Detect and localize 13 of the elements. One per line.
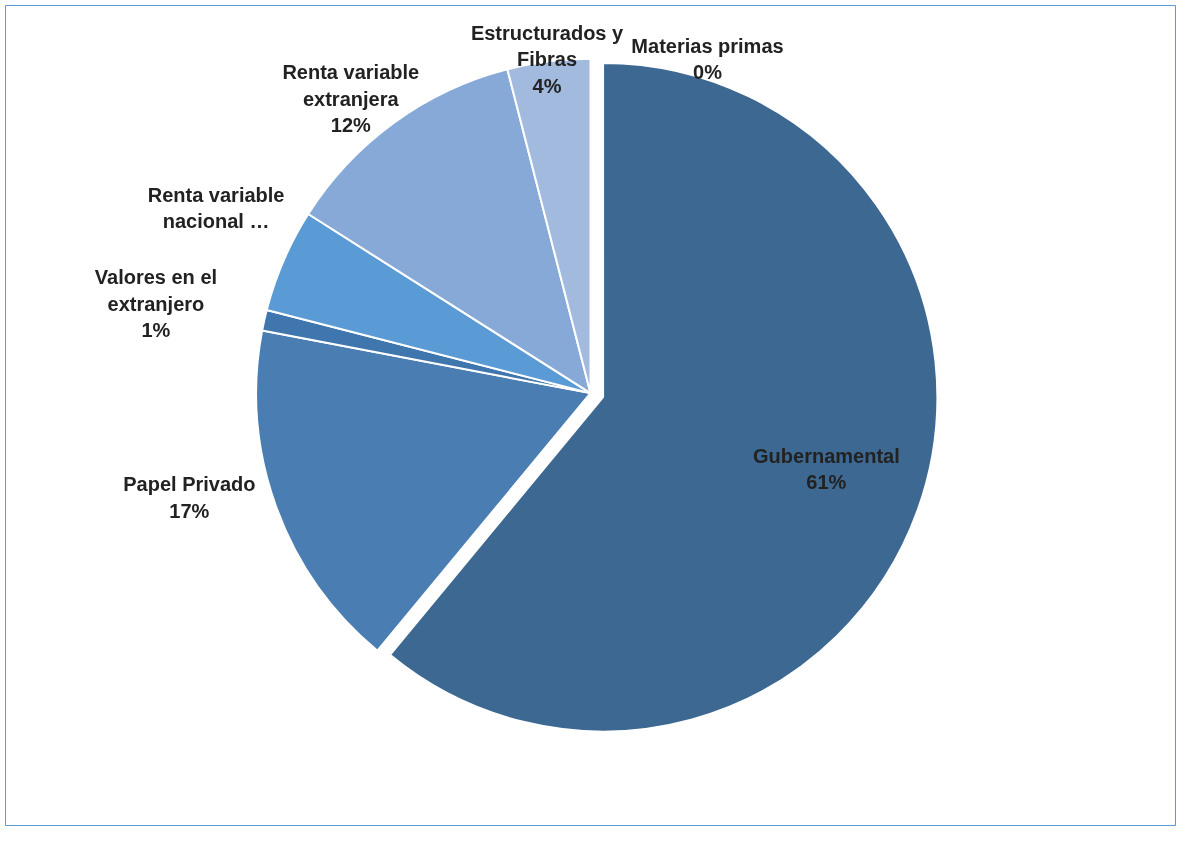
data-label: 17% [169,499,210,522]
slice-label: Papel Privado [123,473,256,496]
slice-label: Gubernamental [753,444,900,467]
data-label: 4% [532,74,562,97]
data-label: 61% [806,471,847,494]
data-label: 1% [141,319,171,342]
data-label: 12% [330,114,372,137]
slice-label: Estructurados y Fibras [470,21,625,71]
slice-label: Valores en el extranjero [94,266,218,315]
text: 0% [693,61,722,84]
category-label: Materias primas [631,34,784,57]
slice-label: Renta variable extranjera [282,61,420,110]
slice-label: Renta variable nacional … [147,184,285,233]
